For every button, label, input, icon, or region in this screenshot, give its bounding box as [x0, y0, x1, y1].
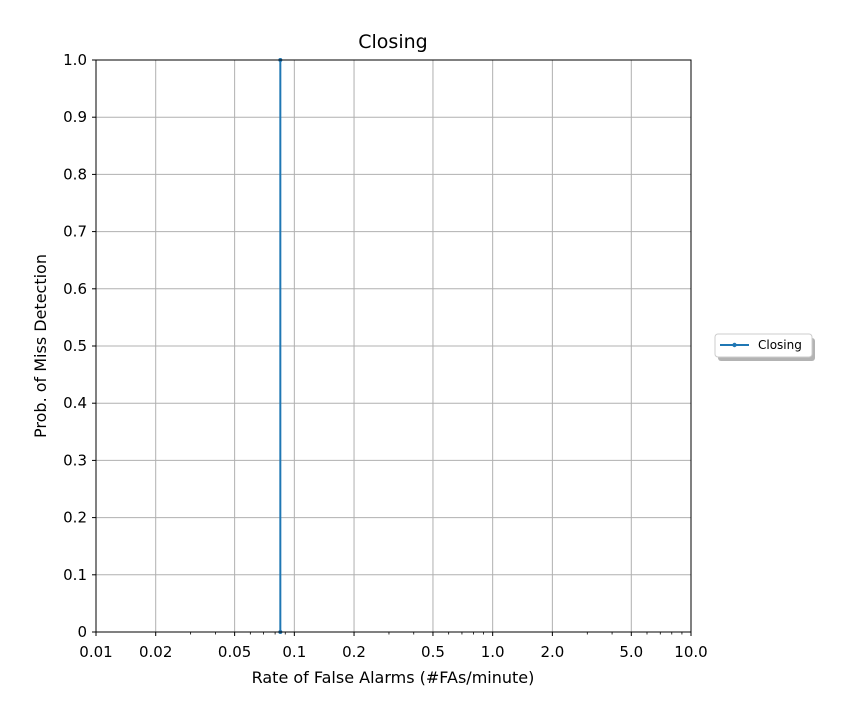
x-tick-label: 1.0: [481, 643, 505, 661]
x-tick-label: 0.01: [79, 643, 112, 661]
y-tick-label: 1.0: [63, 51, 87, 69]
y-tick-label: 0: [77, 623, 87, 641]
legend-marker-closing: [732, 342, 737, 348]
y-tick-label: 0.7: [63, 223, 87, 241]
legend-label-closing: Closing: [758, 338, 802, 352]
y-tick-label: 0.2: [63, 509, 87, 527]
x-tick-label: 0.1: [282, 643, 306, 661]
x-tick-label: 10.0: [674, 643, 707, 661]
y-tick-label: 0.9: [63, 108, 87, 126]
x-axis-ticks: 0.01 0.02 0.05 0.1 0.2 0.5 1.0 2.0 5.0 10.0: [79, 632, 708, 661]
y-tick-label: 0.4: [63, 394, 87, 412]
grid: [95, 59, 692, 633]
plot-area-frame: [95, 59, 692, 633]
x-tick-label: 2.0: [540, 643, 564, 661]
chart-title: Closing: [358, 31, 427, 53]
y-tick-label: 0.3: [63, 451, 87, 469]
x-tick-label: 5.0: [619, 643, 643, 661]
y-tick-label: 0.8: [63, 165, 87, 183]
x-tick-label: 0.5: [421, 643, 445, 661]
y-axis-ticks: 0 0.1 0.2 0.3 0.4 0.5 0.6 0.7 0.8 0.9 1.0: [63, 51, 96, 641]
y-tick-label: 0.1: [63, 566, 87, 584]
x-tick-label: 0.2: [342, 643, 366, 661]
y-tick-label: 0.6: [63, 280, 87, 298]
x-tick-label: 0.05: [218, 643, 251, 661]
y-tick-label: 0.5: [63, 337, 87, 355]
legend-box: [714, 333, 813, 358]
legend: Closing: [714, 333, 815, 361]
x-tick-label: 0.02: [139, 643, 172, 661]
y-axis-label: Prob. of Miss Detection: [31, 254, 50, 438]
x-axis-label: Rate of False Alarms (#FAs/minute): [252, 668, 535, 687]
